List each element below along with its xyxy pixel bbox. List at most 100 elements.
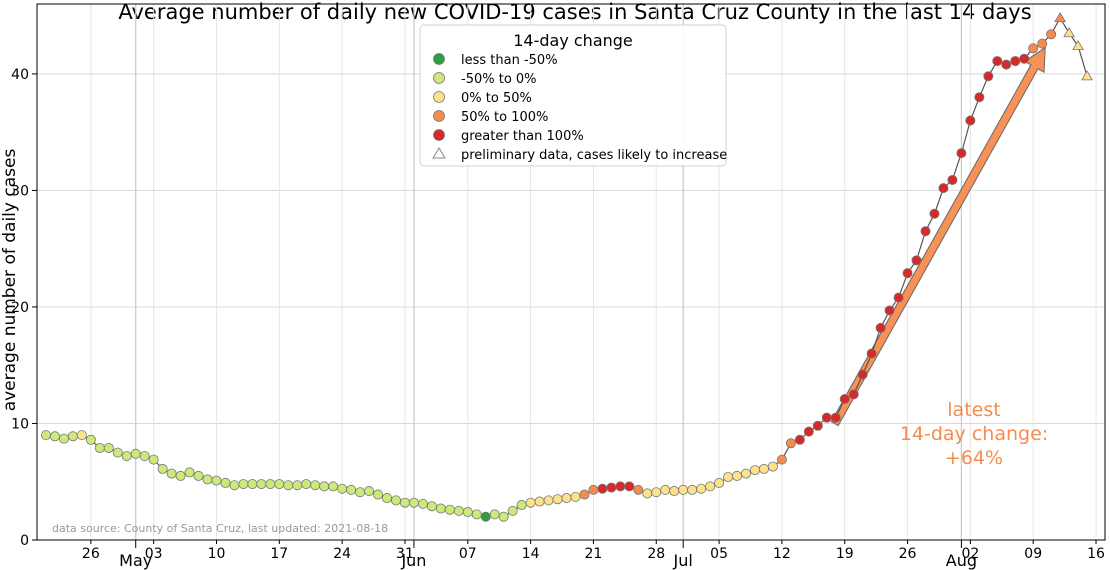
data-point	[606, 482, 617, 493]
x-tick-label: 12	[773, 546, 791, 562]
data-point	[938, 183, 949, 194]
data-point	[283, 480, 294, 491]
data-point	[382, 493, 393, 504]
data-point	[112, 447, 123, 458]
data-point	[884, 305, 895, 316]
data-point	[435, 503, 446, 514]
x-tick-label: 31	[396, 546, 414, 562]
x-tick-label: 26	[82, 546, 100, 562]
data-point	[1001, 59, 1012, 70]
legend-marker	[433, 129, 445, 141]
y-tick-label: 10	[11, 416, 29, 432]
data-point	[148, 454, 159, 465]
data-point	[85, 434, 96, 445]
data-point	[767, 461, 778, 472]
data-point	[121, 451, 132, 462]
data-points	[40, 11, 1093, 522]
data-point	[256, 479, 267, 490]
data-point	[76, 430, 87, 441]
data-point	[346, 484, 357, 495]
grid	[37, 4, 1105, 541]
y-tick-label: 0	[20, 533, 29, 549]
data-point	[426, 501, 437, 512]
data-point	[265, 479, 276, 490]
data-point	[642, 488, 653, 499]
data-point	[417, 498, 428, 509]
month-label: Jun	[400, 551, 426, 570]
data-point	[229, 480, 240, 491]
data-point	[696, 483, 707, 494]
data-point	[319, 481, 330, 492]
data-point	[498, 511, 509, 522]
data-point	[552, 494, 563, 505]
data-point	[588, 484, 599, 495]
data-point	[247, 479, 258, 490]
data-point	[651, 487, 662, 498]
x-tick-label: 14	[522, 546, 540, 562]
data-point	[821, 412, 832, 423]
data-point-preliminary	[1072, 39, 1084, 50]
data-point	[337, 483, 348, 494]
data-point	[94, 442, 105, 453]
data-point	[687, 484, 698, 495]
data-point	[776, 454, 787, 465]
x-tick-label: 07	[459, 546, 477, 562]
data-point	[211, 475, 222, 486]
legend-marker	[433, 110, 445, 122]
data-point	[633, 484, 644, 495]
data-point	[597, 483, 608, 494]
data-point	[516, 500, 527, 511]
legend-label: greater than 100%	[461, 129, 584, 144]
data-point	[139, 451, 150, 462]
data-point	[390, 495, 401, 506]
data-point	[130, 448, 141, 459]
data-point	[220, 477, 231, 488]
data-point	[238, 479, 249, 490]
legend-marker	[433, 72, 445, 84]
x-tick-label: 16	[1087, 546, 1105, 562]
x-tick-label: 19	[836, 546, 854, 562]
data-point	[184, 467, 195, 478]
legend: 14-day change less than -50% -50% to 0% 0%…	[419, 24, 727, 167]
y-tick-label: 30	[11, 183, 29, 199]
data-point	[561, 493, 572, 504]
data-point	[525, 497, 536, 508]
y-tick-label: 40	[11, 67, 29, 83]
data-point	[983, 71, 994, 82]
data-point	[408, 497, 419, 508]
data-point	[534, 496, 545, 507]
data-point	[193, 470, 204, 481]
y-tick-label: 20	[11, 300, 29, 316]
x-tick-label: 24	[333, 546, 351, 562]
data-point	[794, 434, 805, 445]
month-label: May	[119, 551, 152, 570]
data-point	[543, 495, 554, 506]
data-point	[660, 484, 671, 495]
data-point	[974, 92, 985, 103]
month-label: Jul	[673, 551, 693, 570]
data-point	[157, 463, 168, 474]
data-point	[893, 292, 904, 303]
data-point	[848, 389, 859, 400]
data-point	[947, 174, 958, 185]
x-tick-label: 10	[208, 546, 226, 562]
data-point	[902, 268, 913, 279]
data-point	[489, 509, 500, 520]
data-point	[444, 504, 455, 515]
data-point	[624, 481, 635, 492]
x-tick-label: 05	[710, 546, 728, 562]
data-point	[723, 472, 734, 483]
legend-label: less than -50%	[461, 53, 558, 68]
data-point	[875, 322, 886, 333]
data-point	[714, 477, 725, 488]
data-point	[741, 468, 752, 479]
data-point	[785, 438, 796, 449]
legend-marker	[433, 91, 445, 103]
data-point	[749, 465, 760, 476]
data-point	[911, 255, 922, 266]
x-tick-label: 21	[585, 546, 603, 562]
data-source-note: data source: County of Santa Cruz, last …	[52, 522, 388, 535]
annotation-line: +64%	[945, 447, 1003, 469]
